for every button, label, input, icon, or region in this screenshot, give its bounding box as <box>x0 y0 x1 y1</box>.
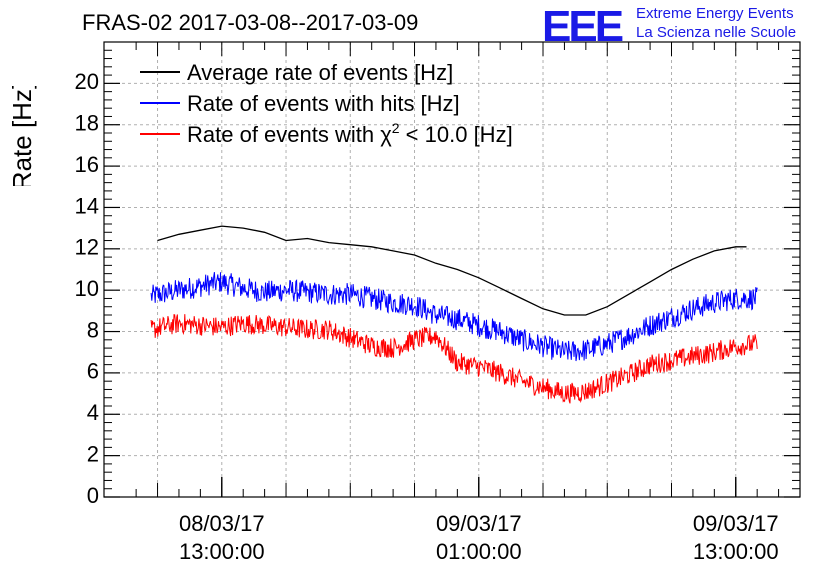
legend-text: Rate of events with χ <box>187 122 392 147</box>
legend-entry: Rate of events with hits [Hz] <box>187 91 460 116</box>
y-tick-label: 0 <box>87 483 99 508</box>
series-line <box>157 225 747 316</box>
chart-title: FRAS-02 2017-03-08--2017-03-09 <box>82 10 419 35</box>
x-tick-label-date: 09/03/17 <box>436 511 522 536</box>
logo-line-1: Extreme Energy Events <box>636 5 794 22</box>
y-tick-label: 8 <box>87 317 99 342</box>
y-axis-label: Rate [Hz] <box>7 86 37 186</box>
x-tick-label-time: 13:00:00 <box>179 539 265 564</box>
y-tick-label: 20 <box>75 69 99 94</box>
y-tick-label: 2 <box>87 441 99 466</box>
series-line <box>150 272 758 362</box>
x-tick-label-time: 13:00:00 <box>693 539 779 564</box>
grid-lines <box>104 42 800 497</box>
legend-entry: Rate of events with χ2 < 10.0 [Hz] <box>187 120 513 147</box>
x-tick-label-time: 01:00:00 <box>436 539 522 564</box>
y-tick-label: 12 <box>75 235 99 260</box>
series-line <box>150 314 758 404</box>
y-tick-label: 10 <box>75 276 99 301</box>
logo-line-2: La Scienza nelle Scuole <box>636 24 797 41</box>
y-tick-label: 18 <box>75 111 99 136</box>
legend-superscript: 2 <box>392 120 400 136</box>
y-tick-label: 16 <box>75 152 99 177</box>
legend-text: Rate of events with hits [Hz] <box>187 91 460 116</box>
plot-frame <box>103 41 801 498</box>
x-tick-label-date: 08/03/17 <box>179 511 265 536</box>
legend: Average rate of events [Hz] Rate of event… <box>140 60 513 147</box>
y-tick-label: 14 <box>75 193 99 218</box>
legend-entry: Average rate of events [Hz] <box>187 60 453 85</box>
logo-caption: Extreme Energy Events La Scienza nelle S… <box>636 4 796 42</box>
series-layer <box>150 225 758 404</box>
legend-text-tail: < 10.0 [Hz] <box>400 122 513 147</box>
legend-text: Average rate of events [Hz] <box>187 60 453 85</box>
x-tick-label-date: 09/03/17 <box>693 511 779 536</box>
y-tick-label: 6 <box>87 359 99 384</box>
y-axis-label-wrap: Rate [Hz] <box>7 86 37 186</box>
eee-logo: EEE <box>542 2 624 51</box>
axes: 0 2 4 6 8 10 12 14 16 18 20 08/03/17 13:00:00 09/03/1… <box>75 42 800 564</box>
y-tick-label: 4 <box>87 400 99 425</box>
